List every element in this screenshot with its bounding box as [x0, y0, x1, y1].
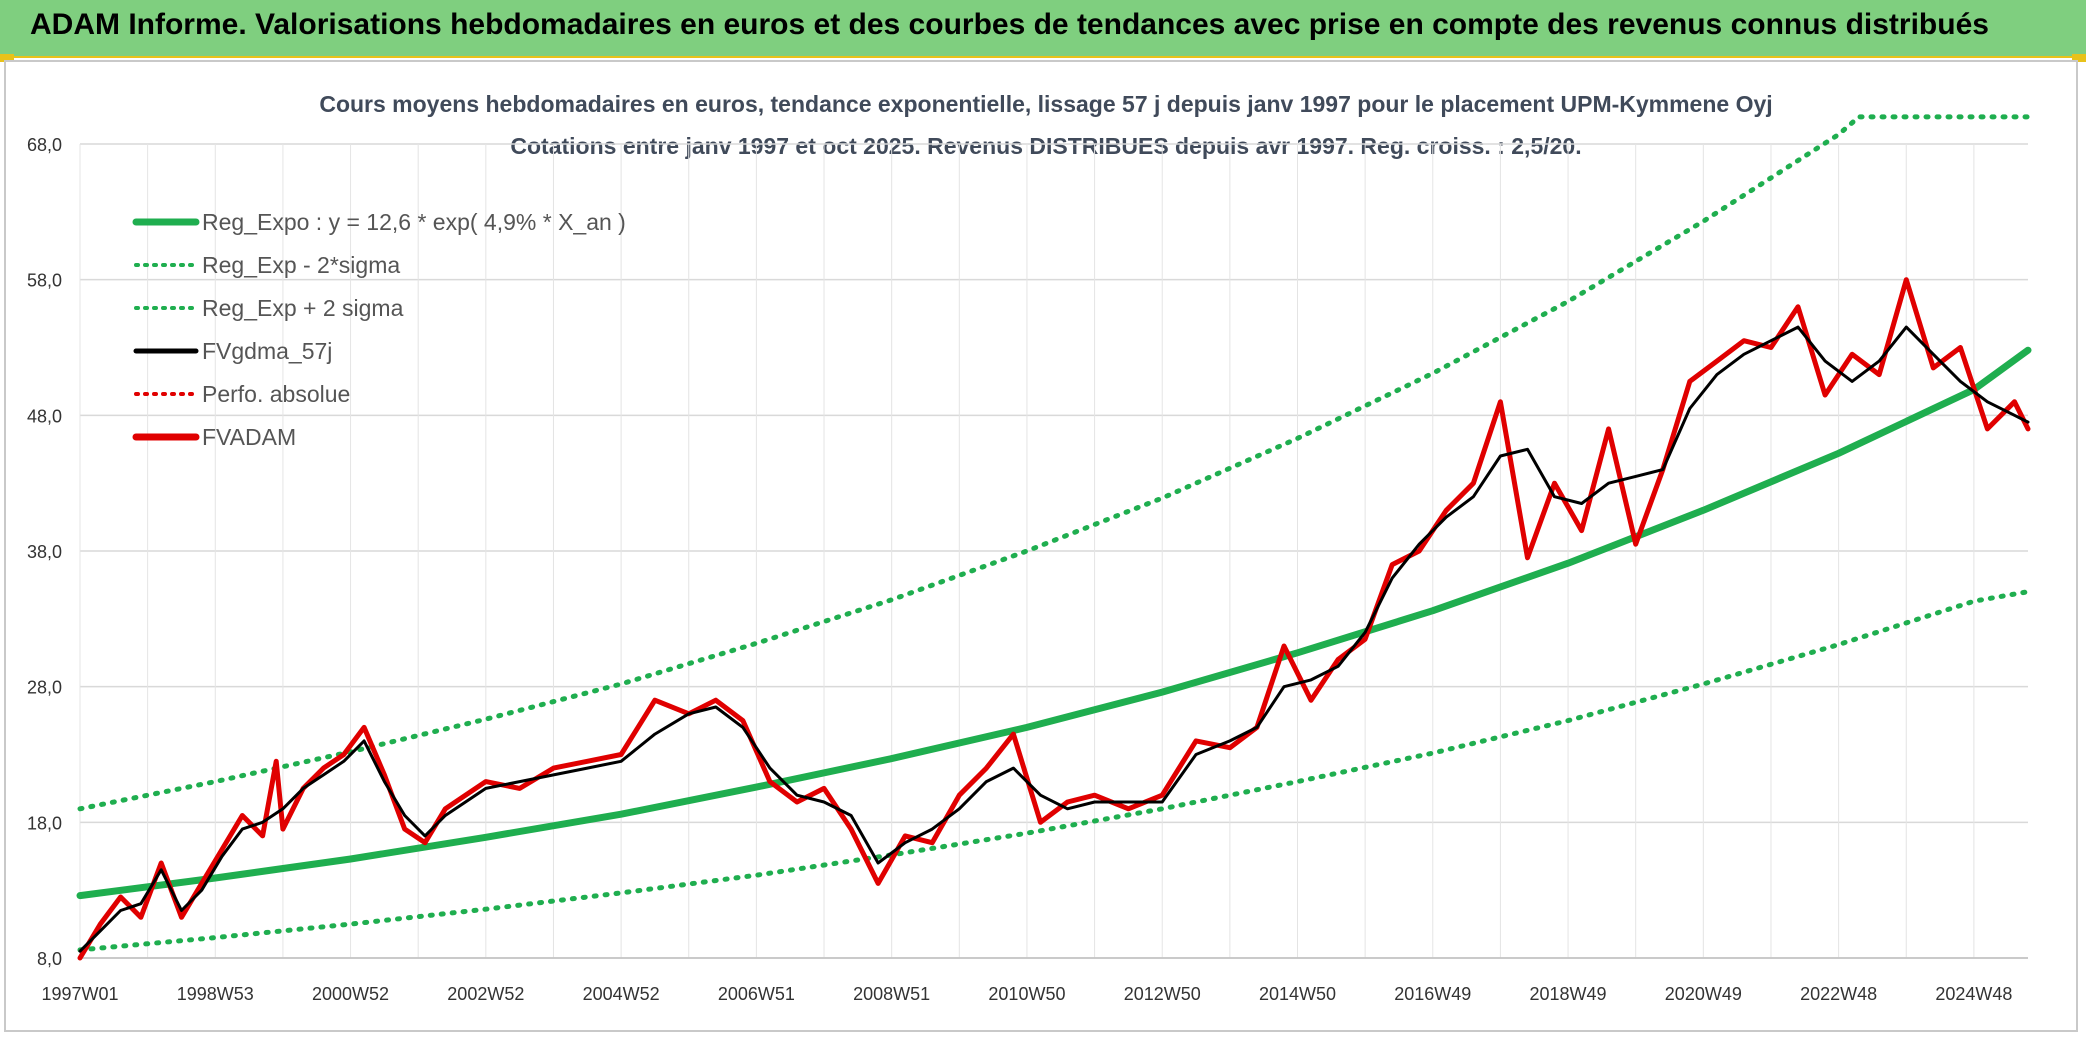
x-tick-label: 2000W52 — [312, 984, 389, 1004]
x-tick-label: 1998W53 — [177, 984, 254, 1004]
legend-label: FVADAM — [202, 424, 296, 450]
y-tick-label: 28,0 — [27, 678, 62, 698]
legend-label: Reg_Expo : y = 12,6 * exp( 4,9% * X_an ) — [202, 209, 626, 235]
legend-label: Perfo. absolue — [202, 381, 350, 407]
chart-subtitle: Cotations entre janv 1997 et oct 2025. R… — [510, 133, 1581, 159]
banner: ADAM Informe. Valorisations hebdomadaire… — [0, 0, 2086, 58]
series-reg-expo — [76, 346, 2032, 900]
x-tick-label: 2004W52 — [583, 984, 660, 1004]
y-tick-label: 48,0 — [27, 406, 62, 426]
legend: Reg_Expo : y = 12,6 * exp( 4,9% * X_an )… — [132, 209, 626, 450]
y-tick-label: 18,0 — [27, 813, 62, 833]
banner-title: ADAM Informe. Valorisations hebdomadaire… — [30, 8, 1989, 41]
series-fvadam — [77, 277, 2031, 961]
legend-label: FVgdma_57j — [202, 338, 332, 364]
x-axis: 1997W01 1998W53 2000W52 2002W52 2004W52 2006W… — [41, 957, 2028, 1004]
series-fvgdma-57j — [78, 325, 2030, 953]
x-tick-label: 2008W51 — [853, 984, 930, 1004]
y-tick-label: 58,0 — [27, 271, 62, 291]
x-tick-label: 2010W50 — [988, 984, 1065, 1004]
y-tick-label: 8,0 — [37, 949, 62, 969]
x-tick-label: 1997W01 — [41, 984, 118, 1004]
series-lines — [76, 114, 2032, 961]
corner-marker-left — [0, 54, 14, 62]
y-axis: 8,0 18,0 28,0 38,0 48,0 58,0 68,0 — [27, 135, 62, 969]
x-tick-label: 2018W49 — [1530, 984, 1607, 1004]
chart-frame — [4, 60, 2078, 1032]
chart-title: Cours moyens hebdomadaires en euros, ten… — [319, 91, 1772, 117]
x-tick-label: 2006W51 — [718, 984, 795, 1004]
x-tick-label: 2016W49 — [1394, 984, 1471, 1004]
x-tick-label: 2020W49 — [1665, 984, 1742, 1004]
x-tick-label: 2022W48 — [1800, 984, 1877, 1004]
y-tick-label: 38,0 — [27, 542, 62, 562]
x-tick-label: 2012W50 — [1124, 984, 1201, 1004]
corner-marker-right — [2072, 54, 2086, 62]
series-reg-plus-2sigma — [77, 114, 2031, 812]
x-tick-label: 2002W52 — [447, 984, 524, 1004]
y-tick-label: 68,0 — [27, 135, 62, 155]
x-tick-label: 2024W48 — [1935, 984, 2012, 1004]
series-reg-minus-2sigma — [77, 589, 2031, 953]
legend-label: Reg_Exp - 2*sigma — [202, 252, 400, 278]
legend-label: Reg_Exp + 2 sigma — [202, 295, 404, 321]
x-tick-label: 2014W50 — [1259, 984, 1336, 1004]
